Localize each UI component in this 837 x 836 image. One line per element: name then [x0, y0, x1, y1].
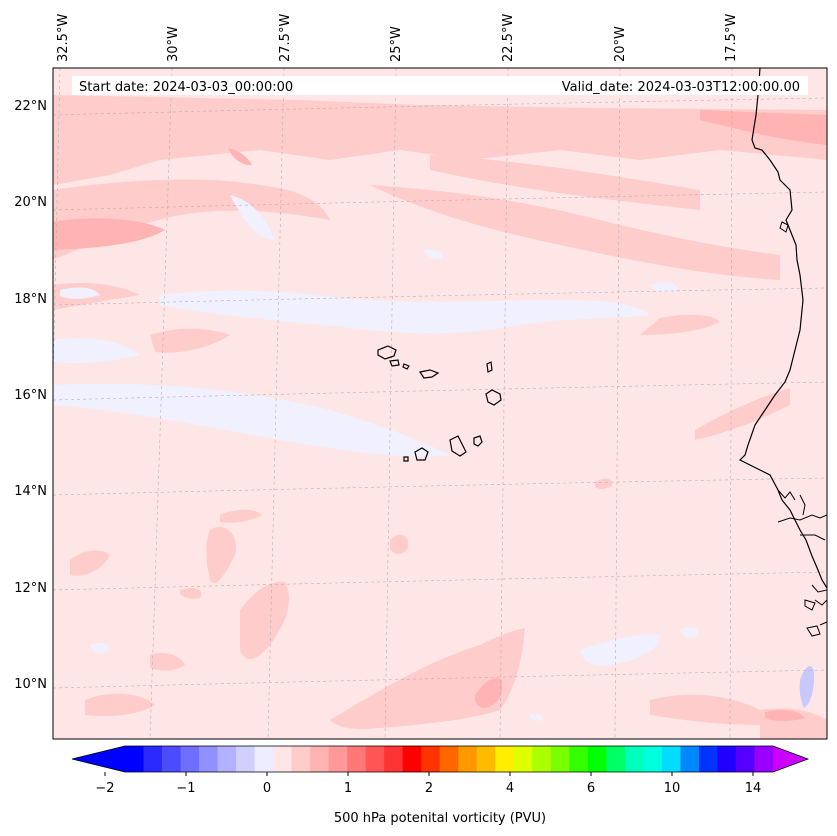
colorbar-tick-label: 4: [506, 781, 514, 796]
colorbar-cell: [587, 746, 607, 772]
colorbar-cell: [624, 746, 644, 772]
lat-label: 14°N: [14, 484, 47, 499]
colorbar-tick-label: 0: [263, 781, 271, 796]
colorbar-tick-label: −1: [176, 781, 195, 796]
africa-coastline: [738, 68, 827, 589]
valid-date-label: Valid_date: 2024-03-03T12:00:00.00: [562, 80, 800, 95]
colorbar-cell: [180, 746, 200, 772]
lon-label: 20°W: [613, 26, 628, 62]
colorbar-cell: [439, 746, 459, 772]
map-area: [53, 68, 827, 739]
colorbar-cell: [365, 746, 385, 772]
colorbar-cell: [254, 746, 274, 772]
colorbar-cell: [125, 746, 145, 772]
colorbar-tick-labels: −2 −1 0 1 2 4 6 10 14: [95, 781, 761, 796]
colorbar-cell: [143, 746, 163, 772]
colorbar-cell: [421, 746, 441, 772]
colorbar-cell: [735, 746, 755, 772]
latitude-labels: 22°N 20°N 18°N 16°N 14°N 12°N 10°N: [14, 99, 47, 692]
longitude-labels: 32.5°W 30°W 27.5°W 25°W 22.5°W 20°W 17.5…: [56, 14, 739, 62]
lat-label: 20°N: [14, 195, 47, 210]
lat-label: 16°N: [14, 388, 47, 403]
colorbar-tick-label: 14: [745, 781, 762, 796]
colorbar-tick-label: −2: [95, 781, 114, 796]
pv-blue-region: [799, 666, 815, 708]
colorbar-tick-label: 1: [344, 781, 352, 796]
map-frame: [52, 67, 828, 740]
colorbar-under-arrow: [72, 746, 125, 772]
colorbar-over-arrow: [773, 746, 808, 772]
colorbar-label: 500 hPa potenital vorticity (PVU): [334, 811, 546, 826]
colorbar-cell: [402, 746, 422, 772]
colorbar-cell: [347, 746, 367, 772]
colorbar-tick-label: 6: [587, 781, 595, 796]
colorbar-cell: [162, 746, 182, 772]
colorbar-cell: [606, 746, 626, 772]
colorbar-cell: [495, 746, 515, 772]
colorbar-cell: [458, 746, 478, 772]
pv-light-blue-regions: [53, 195, 699, 721]
colorbar-cell: [532, 746, 552, 772]
colorbar-tick-label: 2: [425, 781, 433, 796]
lon-label: 27.5°W: [278, 14, 293, 62]
colorbar-cell: [569, 746, 589, 772]
colorbar-cell: [550, 746, 570, 772]
lon-label: 30°W: [166, 26, 181, 62]
pv-light-red-regions: [53, 95, 827, 739]
colorbar-cells: [125, 746, 774, 772]
colorbar: −2 −1 0 1 2 4 6 10 14 500 hPa potenital …: [71, 745, 810, 826]
info-box: [72, 76, 808, 95]
lon-label: 32.5°W: [56, 14, 71, 62]
colorbar-cell: [754, 746, 774, 772]
colorbar-ticks: [104, 772, 754, 776]
lon-label: 22.5°W: [501, 14, 516, 62]
colorbar-outline: [71, 745, 810, 773]
colorbar-cell: [661, 746, 681, 772]
cabo-verde-islands: [377, 345, 502, 462]
lat-label: 18°N: [14, 292, 47, 307]
colorbar-cell: [328, 746, 348, 772]
colorbar-cell: [698, 746, 718, 772]
colorbar-cell: [310, 746, 330, 772]
start-date-label: Start date: 2024-03-03_00:00:00: [79, 80, 293, 95]
colorbar-cell: [680, 746, 700, 772]
colorbar-cell: [291, 746, 311, 772]
colorbar-cell: [717, 746, 737, 772]
colorbar-cell: [273, 746, 293, 772]
colorbar-tick-label: 10: [664, 781, 681, 796]
colorbar-cell: [384, 746, 404, 772]
colorbar-cell: [217, 746, 237, 772]
lon-label: 17.5°W: [724, 14, 739, 62]
lon-label: 25°W: [389, 26, 404, 62]
lat-label: 10°N: [14, 677, 47, 692]
colorbar-cell: [643, 746, 663, 772]
colorbar-cell: [476, 746, 496, 772]
graticule: [53, 68, 827, 739]
colorbar-cell: [236, 746, 256, 772]
lat-label: 22°N: [14, 99, 47, 114]
lat-label: 12°N: [14, 581, 47, 596]
coastline-details: [777, 221, 827, 637]
colorbar-cell: [513, 746, 533, 772]
colorbar-cell: [199, 746, 219, 772]
